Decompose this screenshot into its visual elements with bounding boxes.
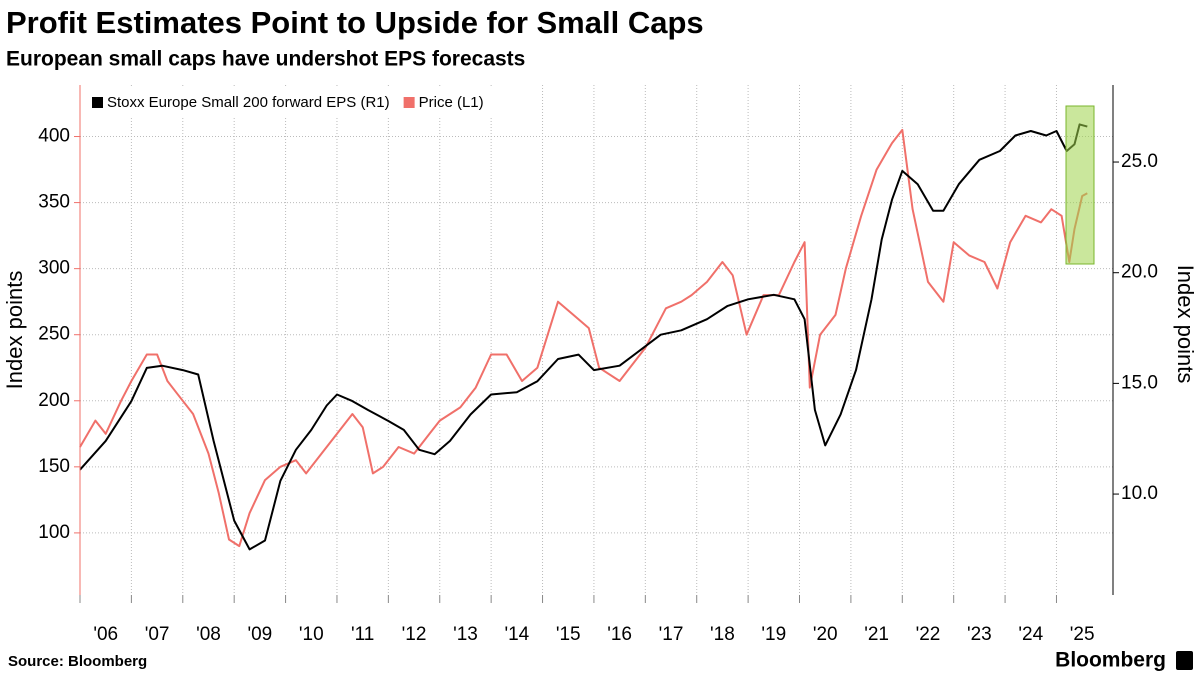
y-tick-label: 350 (38, 192, 70, 213)
chart-title: Profit Estimates Point to Upside for Sma… (6, 5, 704, 40)
grid: '06 '07 '08 '09 '10 '11 '12 '13 '14 '15 '16 '17 '18 '… (38, 85, 1158, 645)
plot (79, 123, 1088, 551)
x-tick-label: '07 (145, 624, 170, 645)
y2-tick-label: 15.0 (1121, 372, 1158, 393)
x-tick-label: '17 (659, 624, 684, 645)
legend: Stoxx Europe Small 200 forward EPS (R1) P… (84, 88, 498, 118)
legend-label: Price (L1) (419, 94, 484, 111)
y2-axis-label: Index points (1173, 265, 1198, 384)
legend-label: Stoxx Europe Small 200 forward EPS (R1) (107, 94, 390, 111)
y-tick-label: 400 (38, 126, 70, 147)
x-tick-label: '19 (761, 624, 786, 645)
x-tick-label: '10 (299, 624, 324, 645)
x-tick-label: '11 (351, 624, 374, 645)
x-tick-label: '06 (93, 624, 118, 645)
source-note: Source: Bloomberg (8, 653, 147, 670)
legend-swatch (403, 97, 415, 108)
x-tick-label: '22 (916, 624, 941, 645)
series-line (79, 128, 1088, 548)
x-tick-label: '09 (247, 624, 272, 645)
x-tick-label: '14 (504, 624, 529, 645)
chart-subtitle: European small caps have undershot EPS f… (6, 48, 525, 71)
y-tick-label: 200 (38, 390, 70, 411)
x-tick-label: '18 (710, 624, 735, 645)
y-axis-label: Index points (2, 271, 27, 390)
y-tick-label: 150 (38, 456, 70, 477)
x-tick-label: '08 (196, 624, 221, 645)
y-tick-label: 300 (38, 258, 70, 279)
x-tick-label: '24 (1018, 624, 1043, 645)
y-tick-label: 100 (38, 522, 70, 543)
series-line (79, 123, 1088, 551)
x-tick-label: '15 (556, 624, 581, 645)
brand-icon (1176, 651, 1193, 670)
x-tick-label: '13 (453, 624, 478, 645)
x-tick-label: '20 (813, 624, 838, 645)
y2-tick-label: 20.0 (1121, 262, 1158, 283)
x-tick-label: '21 (864, 624, 889, 645)
x-tick-label: '12 (402, 624, 427, 645)
brand-logo: Bloomberg (1055, 649, 1166, 672)
x-tick-label: '23 (967, 624, 992, 645)
x-tick-label: '16 (607, 624, 632, 645)
highlight-box (1065, 105, 1095, 265)
y2-tick-label: 10.0 (1121, 483, 1158, 504)
legend-swatch (92, 97, 103, 108)
legend-background (84, 88, 498, 118)
y-tick-label: 250 (38, 324, 70, 345)
x-tick-label: '25 (1070, 624, 1095, 645)
y2-tick-label: 25.0 (1121, 151, 1158, 172)
